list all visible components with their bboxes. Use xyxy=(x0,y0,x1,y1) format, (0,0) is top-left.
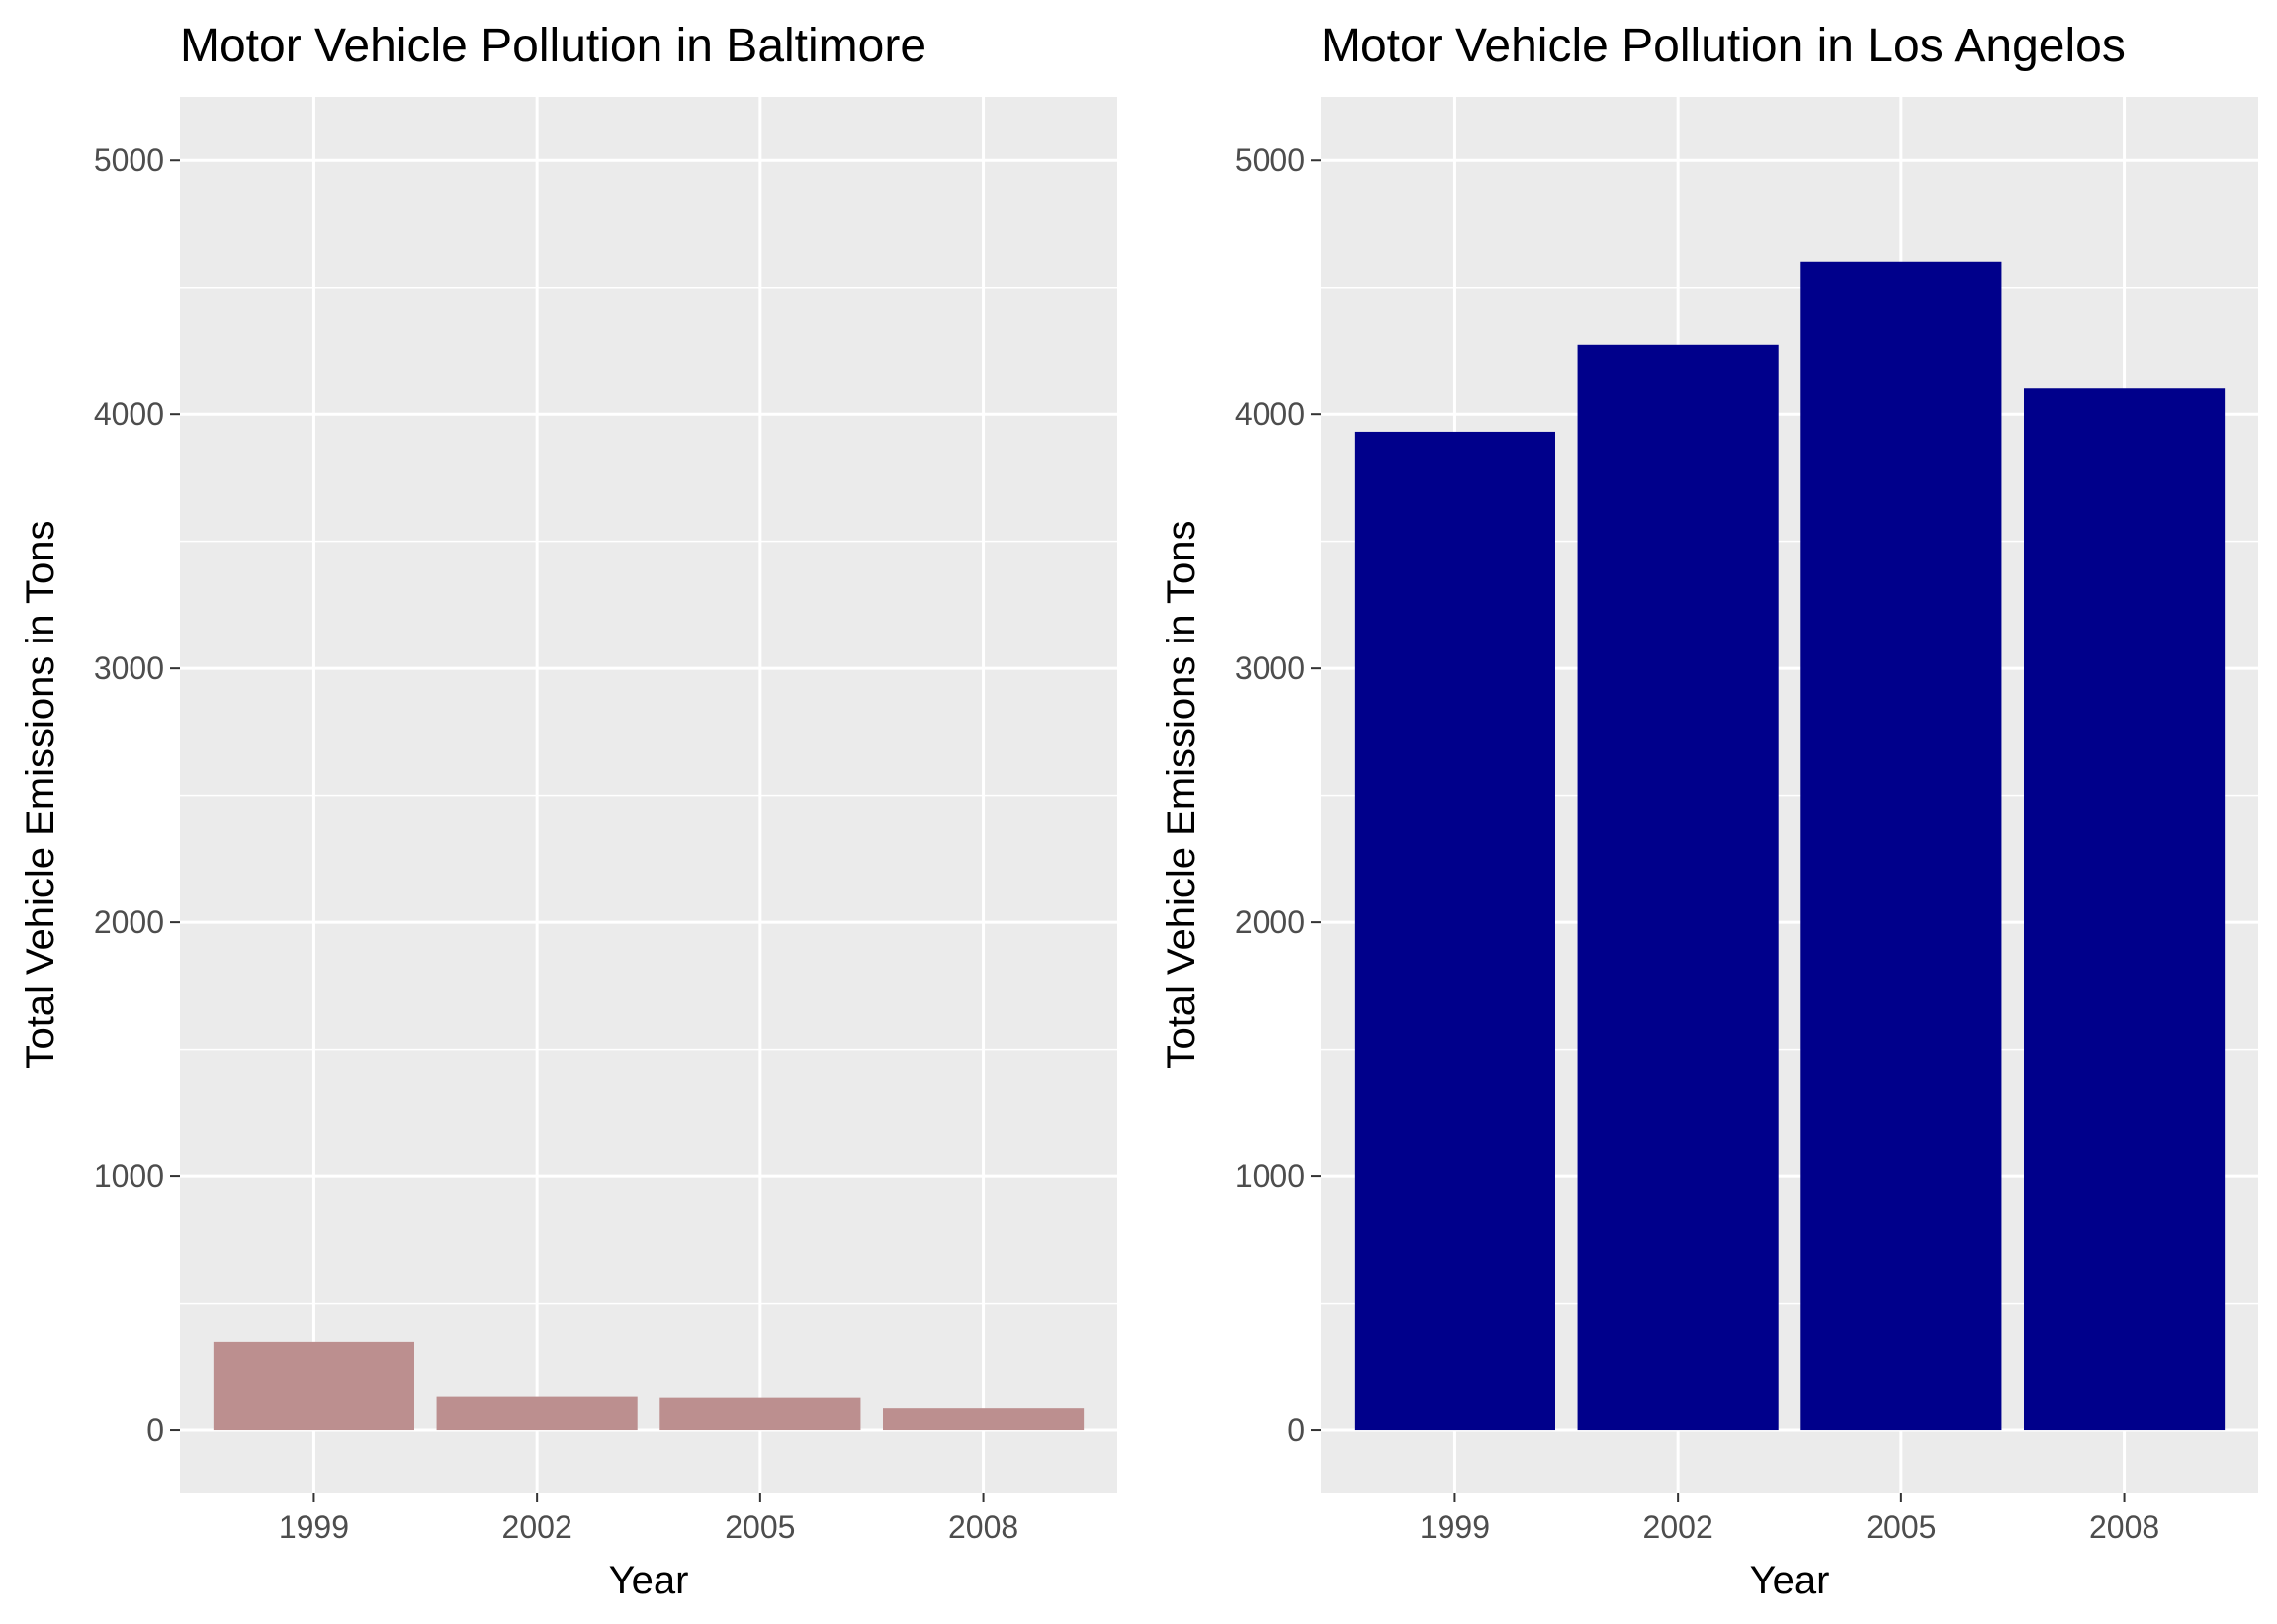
y-axis-title: Total Vehicle Emissions in Tons xyxy=(1160,520,1203,1068)
x-tick-label: 2008 xyxy=(948,1509,1018,1545)
y-axis-ticks: 0 1000 2000 3000 4000 5000 xyxy=(1235,142,1321,1448)
bar-2008 xyxy=(883,1408,1085,1431)
y-tick-label: 1000 xyxy=(94,1158,164,1194)
bars xyxy=(1354,261,2226,1431)
chart-los-angelos: Motor Vehicle Pollution in Los Angelos 0… xyxy=(1160,20,2258,1602)
chart-title: Motor Vehicle Pollution in Los Angelos xyxy=(1321,20,2126,72)
y-tick-label: 3000 xyxy=(94,650,164,686)
y-tick-label: 2000 xyxy=(94,904,164,940)
x-axis-ticks: 1999 2002 2005 2008 xyxy=(1420,1493,2159,1545)
x-tick-label: 2005 xyxy=(725,1509,795,1545)
bar-2008 xyxy=(2024,388,2226,1431)
y-tick-label: 0 xyxy=(1287,1412,1305,1448)
x-tick-label: 2002 xyxy=(1643,1509,1713,1545)
y-axis-ticks: 0 1000 2000 3000 4000 5000 xyxy=(94,142,180,1448)
grid-lines xyxy=(180,97,1117,1493)
y-tick-label: 0 xyxy=(146,1412,164,1448)
bar-1999 xyxy=(1354,431,1555,1431)
y-tick-label: 1000 xyxy=(1235,1158,1305,1194)
y-axis-title: Total Vehicle Emissions in Tons xyxy=(19,520,62,1068)
y-tick-label: 5000 xyxy=(1235,142,1305,178)
bars xyxy=(213,1341,1085,1431)
y-tick-label: 4000 xyxy=(94,396,164,432)
x-tick-label: 1999 xyxy=(279,1509,349,1545)
bar-1999 xyxy=(213,1341,414,1431)
x-tick-label: 1999 xyxy=(1420,1509,1490,1545)
x-axis-title: Year xyxy=(1750,1559,1830,1602)
x-tick-label: 2002 xyxy=(502,1509,572,1545)
bar-2005 xyxy=(659,1397,861,1431)
x-axis-ticks: 1999 2002 2005 2008 xyxy=(279,1493,1018,1545)
y-tick-label: 2000 xyxy=(1235,904,1305,940)
chart-title: Motor Vehicle Pollution in Baltimore xyxy=(180,20,926,72)
y-tick-label: 4000 xyxy=(1235,396,1305,432)
x-tick-label: 2005 xyxy=(1866,1509,1936,1545)
bar-2005 xyxy=(1800,261,2002,1431)
y-tick-label: 3000 xyxy=(1235,650,1305,686)
x-axis-title: Year xyxy=(609,1559,689,1602)
bar-2002 xyxy=(436,1396,638,1431)
x-tick-label: 2008 xyxy=(2089,1509,2159,1545)
bar-2002 xyxy=(1577,344,1779,1431)
chart-baltimore: Motor Vehicle Pollution in Baltimore 0 10… xyxy=(19,20,1117,1602)
y-tick-label: 5000 xyxy=(94,142,164,178)
